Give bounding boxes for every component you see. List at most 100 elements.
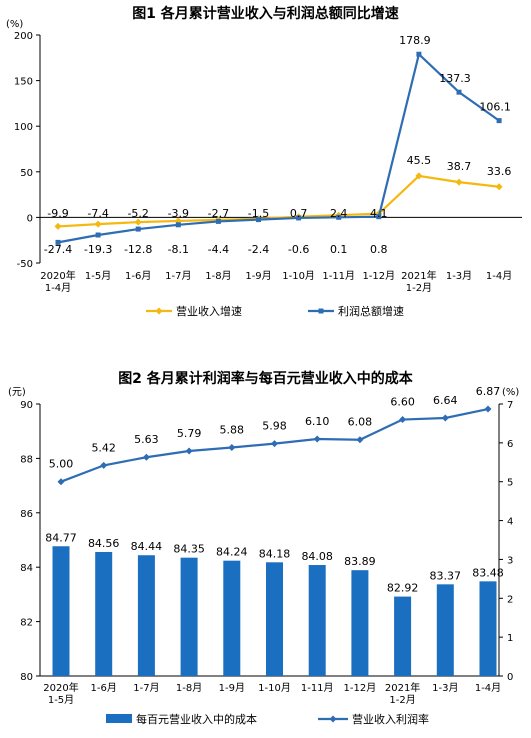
chart1-revenue-marker	[94, 220, 102, 228]
chart2-cost-bar	[180, 557, 198, 676]
chart2-right-tick-label: 6	[507, 439, 513, 450]
chart2-cost-bar	[479, 581, 497, 676]
chart1-profit-data-label: -12.8	[124, 243, 152, 256]
chart2-cost-bar	[137, 555, 155, 676]
chart1-x-tick-label: 1-4月	[486, 270, 512, 282]
chart2-cost-data-label: 83.89	[344, 555, 376, 568]
chart1-x-tick-label: 1-8月	[205, 270, 231, 282]
chart1-y-tick-label: 200	[14, 31, 33, 42]
chart1-y-tick-label: 0	[27, 213, 33, 224]
chart2-left-tick-label: 84	[20, 563, 33, 574]
chart1-revenue-data-label: -2.7	[208, 207, 229, 220]
chart2-cost-data-label: 84.18	[259, 547, 291, 560]
chart1-title: 图1 各月累计营业收入与利润总额同比增速	[132, 6, 399, 22]
chart2-x-tick-label: 1-3月	[432, 682, 458, 694]
chart1-x-tick-label: 1-12月	[362, 270, 395, 282]
chart1-revenue-data-label: -5.2	[127, 207, 148, 220]
chart2-margin-data-label: 5.98	[262, 420, 287, 433]
chart2-x-tick-label: 1-6月	[91, 682, 117, 694]
chart2-margin-marker	[484, 405, 492, 413]
chart1-x-tick-label: 1-7月	[165, 270, 191, 282]
chart1-revenue-data-label: 33.6	[487, 165, 512, 178]
chart2-cost-bar	[266, 562, 283, 676]
chart2-cost-bar	[394, 596, 412, 676]
chart1-y-tick-label: 100	[14, 122, 33, 133]
chart2-title: 图2 各月累计利润率与每百元营业收入中的成本	[118, 371, 413, 387]
chart2-cost-data-label: 84.77	[45, 531, 77, 544]
chart2-cost-data-label: 83.48	[472, 566, 504, 579]
chart1-profit-marker	[376, 214, 382, 220]
chart2-right-tick-label: 1	[507, 633, 513, 644]
chart1-legend-revenue-marker	[155, 307, 163, 315]
chart1-profit-marker	[95, 232, 101, 238]
chart2-margin-marker	[399, 416, 407, 424]
chart2-legend-cost-swatch	[106, 714, 132, 723]
chart2-x-tick-label: 1-11月	[301, 682, 334, 694]
chart2-margin-marker	[271, 440, 278, 448]
chart2-x-tick-label: 1-8月	[176, 682, 202, 694]
chart1-revenue-data-label: -9.9	[47, 207, 68, 220]
chart2-margin-marker	[185, 447, 193, 455]
chart2-right-tick-label: 4	[507, 517, 513, 528]
chart1-x-tick-label: 1-10月	[282, 270, 315, 282]
chart2-left-tick-label: 80	[20, 672, 33, 683]
chart1-revenue-data-label: 0.7	[290, 207, 308, 220]
chart1-x-tick-label: 1-6月	[125, 270, 151, 282]
chart1-profit-marker	[496, 118, 502, 124]
chart1-revenue-marker	[415, 172, 423, 180]
chart2-x-tick-label: 1-12月	[344, 682, 377, 694]
chart1-profit-data-label: -2.4	[248, 243, 269, 256]
chart1-x-tick-label: 1-5月	[85, 270, 111, 282]
chart1-profit-marker	[336, 214, 342, 220]
chart2-left-tick-label: 90	[20, 400, 33, 411]
chart2-margin-data-label: 6.08	[348, 416, 373, 429]
chart1-profit-data-label: 137.3	[439, 72, 471, 85]
chart2-margin-marker	[142, 453, 150, 461]
chart2-left-tick-label: 88	[20, 454, 33, 465]
chart2-cost-data-label: 83.37	[430, 569, 462, 582]
chart2-cost-bar	[351, 570, 369, 676]
chart1-revenue-data-label: -1.5	[248, 207, 269, 220]
chart1-profit-marker	[135, 226, 141, 232]
chart1-revenue-data-label: 2.4	[330, 207, 348, 220]
chart2-cost-bar	[308, 565, 326, 676]
chart2-legend-margin-label: 营业收入利润率	[352, 712, 429, 726]
chart2-margin-data-label: 5.79	[177, 427, 202, 440]
chart2-right-tick-label: 3	[507, 555, 513, 566]
chart2-margin-data-label: 5.63	[134, 433, 159, 446]
chart2-right-tick-label: 2	[507, 594, 513, 605]
chart2-margin-data-label: 5.88	[220, 424, 245, 437]
chart2-margin-marker	[356, 436, 364, 444]
chart2-margin-data-label: 6.10	[305, 415, 330, 428]
chart1-revenue-data-label: 38.7	[447, 160, 472, 173]
chart2-margin-data-label: 5.00	[49, 458, 74, 471]
chart2-x-tick-label: 2020年 1-5月	[43, 681, 78, 706]
chart2-cost-data-label: 84.44	[131, 540, 163, 553]
chart2-margin-marker	[228, 444, 236, 452]
chart1-profit-data-label: -8.1	[168, 243, 189, 256]
chart1-profit-data-label: 0.1	[330, 243, 348, 256]
chart2-right-tick-label: 0	[507, 672, 513, 683]
chart1-profit-marker	[456, 89, 462, 95]
chart2-x-tick-label: 1-7月	[133, 682, 159, 694]
chart1-profit-data-label: 0.8	[370, 243, 388, 256]
chart1-profit-marker	[175, 222, 181, 228]
chart2-margin-data-label: 6.87	[476, 385, 501, 398]
chart2-margin-data-label: 6.64	[433, 394, 458, 407]
chart2-x-tick-label: 1-10月	[258, 682, 291, 694]
chart2-margin-data-label: 6.60	[390, 396, 415, 409]
chart2-cost-data-label: 84.35	[173, 543, 205, 556]
chart1-profit-marker	[256, 217, 261, 223]
chart1-unit-label: (%)	[6, 19, 23, 30]
chart2-cost-data-label: 84.56	[88, 537, 120, 550]
chart1-svg: (%) -50 0 50 100 150 200 2020年 1-4月 1-5月 1-6月 1-7月 1…	[6, 19, 522, 318]
chart2-margin-marker	[57, 478, 65, 486]
chart1-y-tick-label: 50	[20, 168, 33, 179]
chart1-x-tick-label: 1-11月	[322, 270, 355, 282]
chart2-cost-data-label: 82.92	[387, 582, 419, 595]
chart1-revenue-marker	[455, 178, 463, 186]
chart1-legend-revenue-label: 营业收入增速	[176, 304, 242, 318]
chart1-profit-data-label: -4.4	[208, 243, 229, 256]
chart1-profit-data-label: -19.3	[84, 243, 112, 256]
